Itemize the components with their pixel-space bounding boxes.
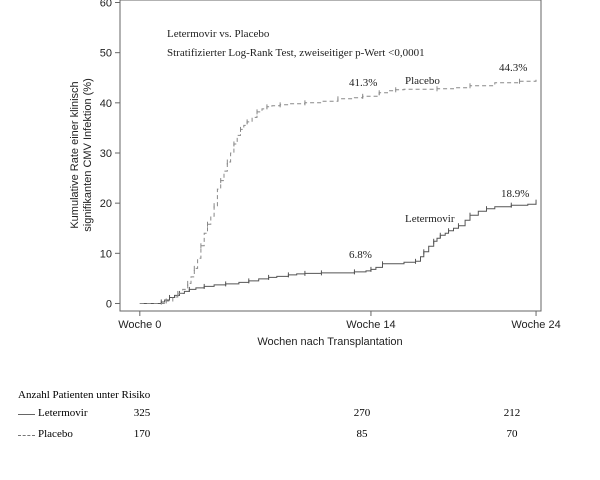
y-tick-label: 30 xyxy=(100,148,112,160)
risk-value-wk24: 70 xyxy=(506,428,518,440)
label-letermovir-series: Letermovir xyxy=(405,213,455,225)
series-lines xyxy=(139,77,537,305)
series-line-placebo xyxy=(139,77,537,304)
risk-value-wk0: 170 xyxy=(133,428,151,440)
risk-value-wk14: 85 xyxy=(356,428,368,440)
plot-frame xyxy=(119,0,542,312)
risk-row-letermovir: Letermovir 325 270 212 xyxy=(18,407,578,421)
label-placebo-wk24: 44.3% xyxy=(499,62,527,74)
y-tick-label: 0 xyxy=(106,298,112,310)
risk-row-label: Letermovir xyxy=(38,407,88,419)
label-placebo-series: Placebo xyxy=(405,75,440,87)
risk-table-title: Anzahl Patienten unter Risiko xyxy=(18,389,151,401)
y-tick-label: 60 xyxy=(100,0,112,10)
y-tick-label: 10 xyxy=(100,248,112,260)
risk-row-line-swatch xyxy=(18,414,35,415)
y-axis: 0 10 20 30 40 50 60 xyxy=(100,0,120,310)
label-letermovir-wk24: 18.9% xyxy=(501,188,529,200)
y-axis-title-line1: Kumulative Rate einer klinisch xyxy=(69,81,81,228)
x-tick-label: Woche 14 xyxy=(346,319,395,331)
risk-row-line-swatch xyxy=(18,435,35,436)
x-tick-label: Woche 24 xyxy=(511,319,560,331)
label-placebo-wk14: 41.3% xyxy=(349,77,377,89)
annotation-header-2: Stratifizierter Log-Rank Test, zweiseiti… xyxy=(167,47,425,59)
x-axis-title: Wochen nach Transplantation xyxy=(257,336,402,348)
x-tick-label: Woche 0 xyxy=(118,319,161,331)
y-tick-label: 40 xyxy=(100,98,112,110)
risk-value-wk14: 270 xyxy=(353,407,371,419)
risk-value-wk0: 325 xyxy=(133,407,151,419)
label-letermovir-wk14: 6.8% xyxy=(349,249,372,261)
y-tick-label: 20 xyxy=(100,198,112,210)
km-chart: 0 10 20 30 40 50 60 Woche 0 Woche 14 Woche 24 Le… xyxy=(69,0,561,348)
risk-value-wk24: 212 xyxy=(503,407,521,419)
x-axis: Woche 0 Woche 14 Woche 24 xyxy=(118,311,561,331)
y-axis-title-line2: signifikanten CMV Infektion (%) xyxy=(82,78,94,231)
y-tick-label: 50 xyxy=(100,48,112,60)
series-line-letermovir xyxy=(139,202,537,304)
risk-row-placebo: Placebo 170 85 70 xyxy=(18,428,578,442)
risk-row-label: Placebo xyxy=(38,428,73,440)
annotation-header-1: Letermovir vs. Placebo xyxy=(167,28,270,40)
